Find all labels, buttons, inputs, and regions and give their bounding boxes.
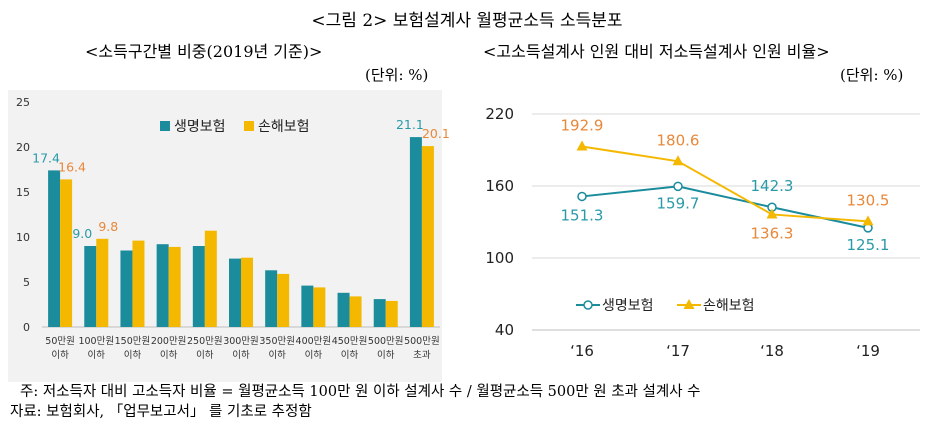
figure-title: <그림 2> 보험설계사 월평균소득 소득분포 xyxy=(311,11,623,31)
line-x-tick-label: ‘16 xyxy=(570,342,594,360)
line-chart-unit: (단위: %) xyxy=(840,66,904,84)
note-text: 주: 저소득자 대비 고소득자 비율 = 월평균소득 100만 원 이하 설계사… xyxy=(20,384,701,400)
bar-chart-title: <소득구간별 비중(2019년 기준)> xyxy=(85,42,323,61)
bar-y-tick-label: 5 xyxy=(23,276,30,289)
bar-x-tick-label: 100만원 xyxy=(78,336,114,347)
bar-data-label: 21.1 xyxy=(396,117,424,132)
bar-x-tick-label: 이하 xyxy=(196,349,214,361)
line-marker-life xyxy=(673,181,683,192)
line-y-tick-label: 40 xyxy=(495,321,514,339)
line-data-label: 125.1 xyxy=(847,236,890,254)
bar-x-tick-label: 450만원 xyxy=(332,336,368,347)
bar-x-tick-label: 이하 xyxy=(305,349,323,361)
bar-x-tick-label: 200만원 xyxy=(151,336,187,347)
line-y-tick-label: 160 xyxy=(485,177,514,195)
bar-life xyxy=(156,244,169,327)
bar-x-tick-label: 이하 xyxy=(124,349,142,361)
bar-y-tick-label: 25 xyxy=(16,96,30,109)
legend-swatch-nonlife xyxy=(244,121,254,131)
line-series-nonlife xyxy=(581,145,869,223)
bar-life xyxy=(301,285,314,327)
bar-x-tick-label: 이하 xyxy=(268,349,286,361)
bar-nonlife xyxy=(313,287,326,327)
bar-nonlife xyxy=(277,273,290,327)
legend-label: 손해보험 xyxy=(258,119,310,135)
line-marker-nonlife xyxy=(576,140,588,151)
bar-nonlife xyxy=(349,296,362,327)
bar-chart-background xyxy=(8,90,442,382)
bar-x-tick-label: 이하 xyxy=(88,349,106,361)
line-data-label: 159.7 xyxy=(657,194,700,212)
bar-x-tick-label: 50만원 xyxy=(45,336,75,347)
line-data-label: 130.5 xyxy=(847,191,890,209)
bar-nonlife xyxy=(204,230,217,327)
bar-life xyxy=(120,250,133,327)
bar-nonlife xyxy=(60,179,73,327)
bar-life xyxy=(373,299,386,327)
bar-life xyxy=(84,246,97,327)
bar-x-tick-label: 400만원 xyxy=(296,336,332,347)
bar-data-label: 9.8 xyxy=(98,219,118,234)
bar-nonlife xyxy=(241,257,253,327)
line-marker-nonlife xyxy=(862,215,874,226)
bar-x-tick-label: 이하 xyxy=(160,349,178,361)
line-data-label: 151.3 xyxy=(561,206,604,224)
source-text: 자료: 보험회사, 「업무보고서」 를 기초로 추정함 xyxy=(10,404,312,420)
bar-nonlife xyxy=(132,240,145,327)
bar-nonlife xyxy=(168,246,181,327)
line-marker-nonlife xyxy=(766,208,778,219)
line-x-tick-label: ‘19 xyxy=(856,342,880,360)
line-series-life xyxy=(581,185,869,229)
legend-label: 손해보험 xyxy=(703,298,755,314)
bar-x-tick-label: 350만원 xyxy=(259,336,295,347)
bar-nonlife xyxy=(96,238,109,327)
bar-life xyxy=(192,246,205,327)
legend-marker-nonlife xyxy=(683,299,695,309)
bar-y-tick-label: 0 xyxy=(23,321,30,334)
line-chart-title: <고소득설계사 인원 대비 저소득설계사 인원 비율> xyxy=(483,42,830,61)
bar-nonlife xyxy=(385,300,398,327)
line-data-label: 192.9 xyxy=(561,117,604,135)
bar-x-tick-label: 이하 xyxy=(377,349,395,361)
line-marker-life xyxy=(577,191,587,202)
legend-label: 생명보험 xyxy=(602,298,654,314)
line-y-tick-label: 100 xyxy=(485,249,514,267)
line-marker-nonlife xyxy=(672,155,684,166)
line-x-tick-label: ‘17 xyxy=(666,342,690,360)
bar-data-label: 17.4 xyxy=(32,150,60,165)
bar-life xyxy=(229,258,241,327)
bar-life xyxy=(265,270,278,327)
bar-x-tick-label: 150만원 xyxy=(115,336,151,347)
bar-x-tick-label: 300만원 xyxy=(223,336,259,347)
bar-x-tick-label: 이하 xyxy=(341,349,359,361)
bar-x-tick-label: 이하 xyxy=(232,349,250,361)
bar-x-tick-label: 이하 xyxy=(51,349,69,361)
line-x-tick-label: ‘18 xyxy=(760,342,784,360)
legend-swatch-life xyxy=(160,121,170,131)
bar-x-tick-label: 500만원 xyxy=(404,336,440,347)
line-data-label: 142.3 xyxy=(751,177,794,195)
bar-x-tick-label: 250만원 xyxy=(187,336,223,347)
bar-y-tick-label: 20 xyxy=(16,141,30,154)
bar-life xyxy=(48,170,61,327)
line-data-label: 180.6 xyxy=(657,131,700,149)
bar-life xyxy=(409,137,422,327)
bar-data-label: 9.0 xyxy=(72,226,92,241)
bar-x-tick-label: 500만원 xyxy=(368,336,404,347)
legend-marker-life xyxy=(583,300,593,310)
bar-data-label: 20.1 xyxy=(422,126,450,141)
bar-y-tick-label: 10 xyxy=(16,231,30,244)
line-y-tick-label: 220 xyxy=(485,105,514,123)
line-data-label: 136.3 xyxy=(751,224,794,242)
bar-life xyxy=(337,292,350,327)
bar-chart-unit: (단위: %) xyxy=(365,66,429,84)
bar-data-label: 16.4 xyxy=(58,159,86,174)
bar-y-tick-label: 15 xyxy=(16,186,30,199)
legend-label: 생명보험 xyxy=(174,119,226,135)
bar-nonlife xyxy=(421,146,434,327)
bar-x-tick-label: 초과 xyxy=(413,350,431,361)
